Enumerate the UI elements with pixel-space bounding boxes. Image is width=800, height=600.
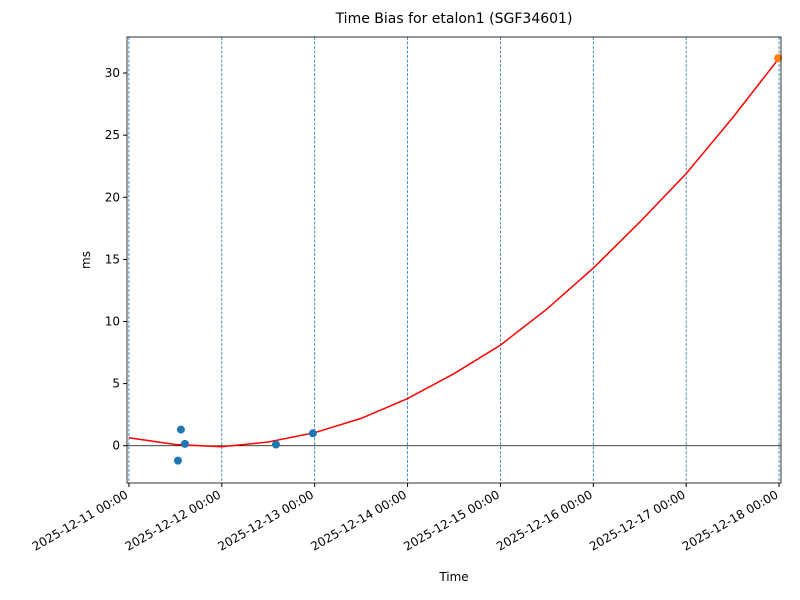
point bbox=[271, 440, 280, 449]
y-axis-label: ms bbox=[79, 251, 93, 269]
x-axis-label: Time bbox=[438, 570, 468, 584]
x-tick-label: 2025-12-13 00:00 bbox=[216, 487, 317, 553]
point bbox=[774, 54, 783, 63]
point bbox=[173, 456, 182, 465]
x-tick-label: 2025-12-18 00:00 bbox=[680, 487, 781, 553]
plot-frame bbox=[126, 36, 782, 484]
x-tick-label: 2025-12-15 00:00 bbox=[401, 487, 502, 553]
y-tick-label: 20 bbox=[105, 190, 120, 204]
chart-title: Time Bias for etalon1 (SGF34601) bbox=[335, 11, 573, 27]
fit-line bbox=[128, 57, 780, 448]
x-tick-label: 2025-12-17 00:00 bbox=[587, 487, 688, 553]
y-tick-label: 5 bbox=[112, 377, 120, 391]
x-tick-label: 2025-12-16 00:00 bbox=[494, 487, 595, 553]
point bbox=[308, 429, 317, 438]
y-tick-label: 10 bbox=[105, 314, 120, 328]
y-tick-label: 30 bbox=[105, 66, 120, 80]
y-tick-label: 0 bbox=[112, 439, 120, 453]
x-tick-label: 2025-12-11 00:00 bbox=[30, 487, 131, 553]
point bbox=[180, 439, 189, 448]
x-tick-label: 2025-12-14 00:00 bbox=[308, 487, 409, 553]
y-tick-label: 15 bbox=[105, 252, 120, 266]
y-tick-label: 25 bbox=[105, 128, 120, 142]
point bbox=[176, 425, 185, 434]
x-tick-label: 2025-12-12 00:00 bbox=[123, 487, 224, 553]
